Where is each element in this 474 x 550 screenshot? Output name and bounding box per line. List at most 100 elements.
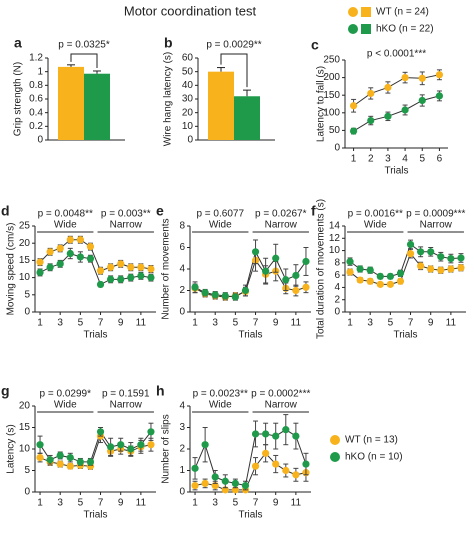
data-point [66, 249, 74, 258]
y-tick-label: 0 [179, 487, 185, 498]
group-p-value: p = 0.0009*** [406, 209, 465, 220]
group-p-value: p = 0.0023** [193, 389, 248, 400]
data-point [417, 248, 425, 256]
data-point [272, 432, 280, 440]
data-point [302, 257, 310, 266]
data-point [262, 449, 270, 457]
data-point [427, 248, 435, 256]
data-point [272, 460, 280, 468]
x-tick-label: 11 [291, 498, 302, 509]
y-tick-label: 30 [182, 94, 194, 105]
data-point [386, 272, 394, 280]
data-point [417, 262, 425, 270]
data-point [447, 254, 455, 263]
x-tick-label: 7 [253, 498, 259, 509]
data-point [346, 268, 354, 276]
x-tick-label: 1 [351, 154, 357, 165]
data-point [96, 267, 105, 275]
y-tick-label: 2 [334, 294, 340, 305]
y-tick-label: 14 [329, 221, 341, 232]
y-axis-label: Latency to fall (s) [316, 66, 327, 142]
data-point [282, 466, 290, 475]
data-point [401, 74, 409, 82]
panel-letter: g [1, 383, 10, 399]
significance-bracket [220, 53, 248, 88]
data-point [282, 426, 290, 434]
data-point [231, 479, 239, 487]
x-tick-label: 9 [273, 318, 279, 329]
data-point [386, 280, 394, 288]
data-point [241, 481, 250, 490]
bar [58, 66, 84, 140]
data-point [56, 244, 64, 252]
data-point [349, 102, 358, 110]
x-tick-label: 3 [57, 498, 63, 509]
panel-letter: d [1, 203, 10, 219]
panel-letter: c [311, 37, 319, 53]
x-tick-label: 11 [136, 498, 147, 509]
group-label: Wide [209, 400, 232, 411]
x-tick-label: 7 [408, 318, 414, 329]
data-point [46, 263, 54, 271]
group-label: Wide [54, 400, 77, 411]
data-point [437, 253, 445, 261]
data-point [221, 477, 229, 485]
annotation: p = 0.0029** [206, 40, 261, 51]
panel-letter: a [14, 35, 22, 51]
data-point [302, 460, 310, 468]
y-tick-label: 0.4 [29, 107, 43, 118]
x-tick-label: 7 [98, 318, 104, 329]
data-point [76, 253, 84, 261]
y-tick-label: 10 [19, 444, 31, 455]
series-line [353, 74, 440, 107]
data-point [396, 269, 405, 277]
legend-swatch [361, 7, 371, 17]
x-tick-label: 1 [192, 498, 198, 509]
group-p-value: p = 0.0016** [348, 209, 403, 220]
data-point [76, 236, 84, 244]
y-tick-label: 40 [182, 80, 194, 91]
data-point [117, 441, 125, 449]
y-axis-label: Grip strength (N) [13, 62, 24, 136]
data-point [117, 275, 125, 283]
x-tick-label: 11 [136, 318, 147, 329]
x-tick-label: 3 [57, 318, 63, 329]
y-axis-label: Latency (s) [6, 424, 17, 473]
data-point [396, 277, 405, 285]
data-point [86, 458, 95, 466]
group-p-value: p = 0.0048** [38, 209, 93, 220]
data-point [366, 266, 374, 274]
data-point [56, 260, 64, 268]
series-line [353, 95, 440, 132]
x-tick-label: 5 [419, 154, 425, 165]
legend-label: WT (n = 24) [376, 7, 429, 18]
legend-marker [330, 452, 340, 462]
data-point [56, 460, 64, 468]
data-point [36, 441, 44, 449]
data-point [201, 289, 209, 297]
y-axis-label: Moving speed (cm/s) [6, 223, 17, 316]
legend-marker [330, 435, 340, 445]
data-point [292, 471, 300, 479]
x-tick-label: 1 [37, 498, 43, 509]
data-point [147, 441, 155, 449]
y-tick-label: 4 [179, 264, 185, 275]
y-tick-label: 50 [329, 125, 341, 136]
legend-label: hKO (n = 22) [376, 24, 434, 35]
significance-bracket [70, 53, 98, 68]
y-tick-label: 15 [19, 255, 31, 266]
y-tick-label: 25 [19, 221, 31, 232]
data-point [418, 74, 426, 82]
x-tick-label: 2 [368, 154, 374, 165]
data-point [356, 276, 364, 284]
x-axis-label: Trials [238, 330, 262, 341]
y-tick-label: 10 [19, 272, 31, 283]
y-axis-label: Number of movements [161, 218, 172, 319]
data-point [66, 454, 74, 462]
x-tick-label: 9 [428, 318, 434, 329]
data-point [292, 432, 300, 440]
bar [84, 73, 110, 140]
x-axis-label: Trials [83, 510, 107, 521]
series-line [349, 243, 461, 277]
y-tick-label: 6 [334, 270, 340, 281]
